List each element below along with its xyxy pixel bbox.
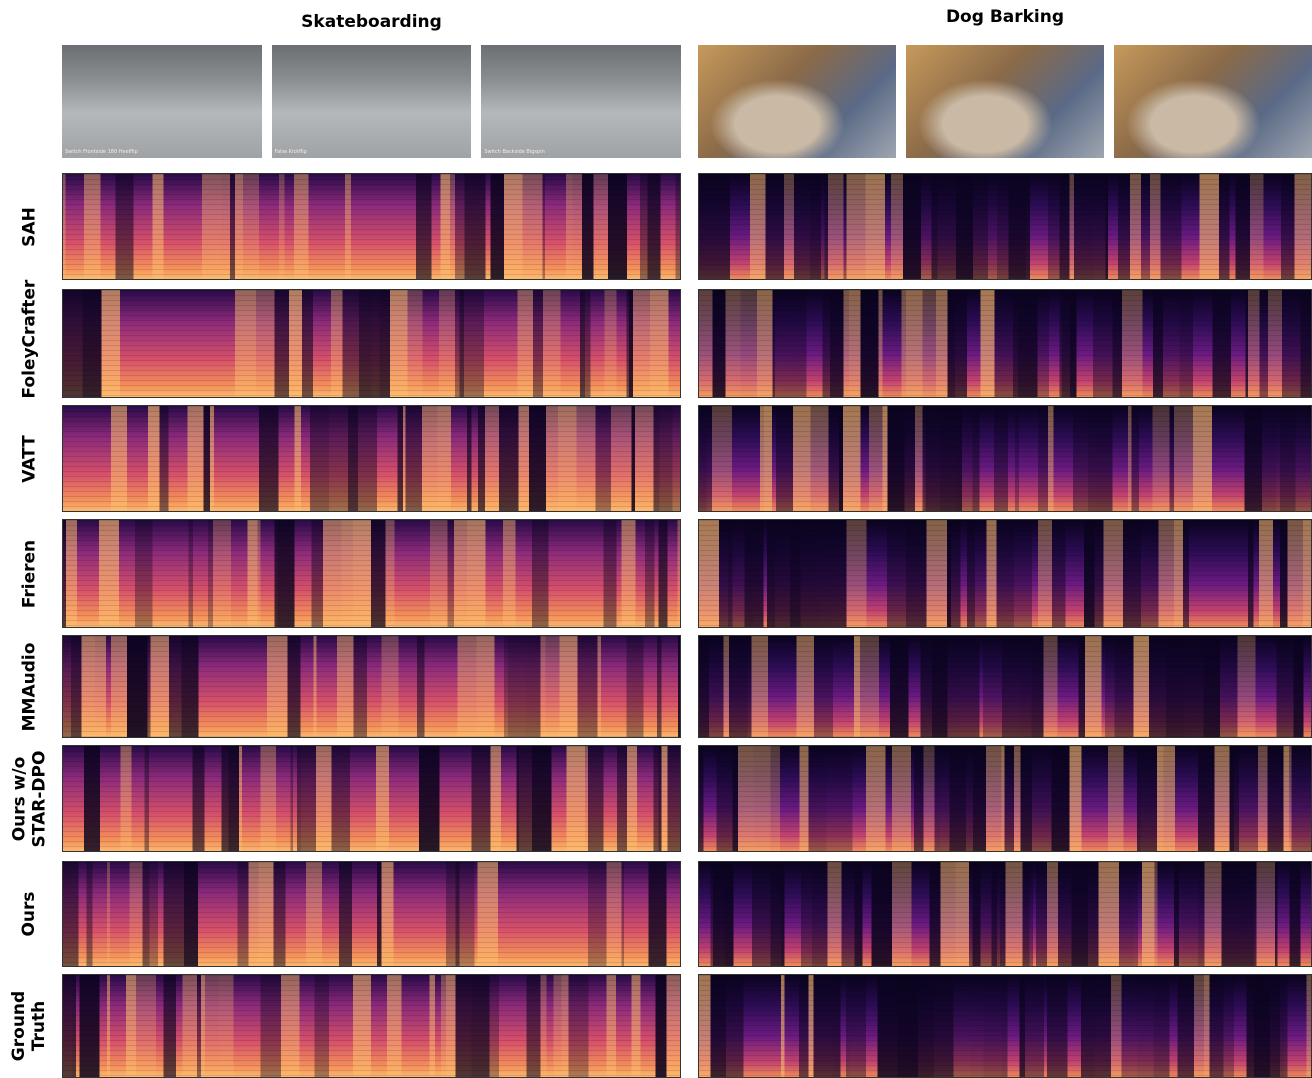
row-label-line: FoleyCrafter xyxy=(19,289,39,398)
row-label-line: Ours w/o xyxy=(9,745,29,852)
row-label: Frieren xyxy=(4,519,54,628)
row-label: FoleyCrafter xyxy=(4,289,54,398)
column-title: Dog Barking xyxy=(698,7,1312,27)
spectrogram xyxy=(698,519,1312,628)
video-frame xyxy=(1114,45,1312,158)
row-label-line: Ground xyxy=(9,974,29,1078)
video-frame xyxy=(698,45,896,158)
row-label: SAH xyxy=(4,173,54,280)
spectrogram xyxy=(62,974,681,1078)
spectrogram xyxy=(698,974,1312,1078)
row-label-line: MMAudio xyxy=(19,635,39,738)
row-label-line: Ours xyxy=(19,861,39,967)
spectrogram xyxy=(62,519,681,628)
figure: Skateboarding Switch Frontside 180 Heelfl… xyxy=(0,0,1312,1078)
row-label-line: Frieren xyxy=(19,519,39,628)
row-label: Ours xyxy=(4,861,54,967)
video-frame: Switch Backside Bigspin xyxy=(481,45,681,158)
row-label-line: VATT xyxy=(19,405,39,512)
spectrogram xyxy=(698,861,1312,967)
spectrogram xyxy=(698,405,1312,512)
video-frame: False Kickflip xyxy=(272,45,472,158)
spectrogram xyxy=(62,635,681,738)
frame-caption: Switch Backside Bigspin xyxy=(484,149,544,155)
spectrogram xyxy=(698,745,1312,852)
column-title: Skateboarding xyxy=(62,12,681,32)
video-frame xyxy=(906,45,1104,158)
spectrogram xyxy=(62,405,681,512)
spectrogram xyxy=(62,173,681,280)
row-label-line: STAR-DPO xyxy=(29,745,49,852)
spectrogram xyxy=(62,745,681,852)
row-label-line: Truth xyxy=(29,974,49,1078)
spectrogram xyxy=(62,289,681,398)
frame-caption: False Kickflip xyxy=(275,149,307,155)
row-label-line: SAH xyxy=(19,173,39,280)
spectrogram xyxy=(698,635,1312,738)
spectrogram xyxy=(698,173,1312,280)
row-label: VATT xyxy=(4,405,54,512)
frame-caption: Switch Frontside 180 Heelflip xyxy=(65,149,138,155)
row-label: MMAudio xyxy=(4,635,54,738)
spectrogram xyxy=(62,861,681,967)
video-frame: Switch Frontside 180 Heelflip xyxy=(62,45,262,158)
spectrogram xyxy=(698,289,1312,398)
